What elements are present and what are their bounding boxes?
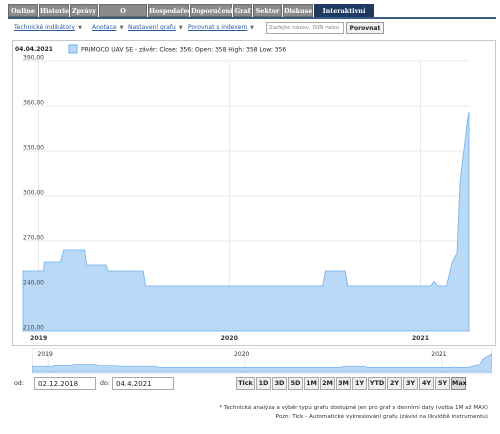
to-label: do: — [100, 380, 110, 387]
compare-search-input[interactable] — [266, 22, 344, 34]
menu-anotace[interactable]: Anotace ▼ — [92, 24, 124, 31]
navigator-tick-label: 2021 — [431, 351, 446, 358]
period-button-3m[interactable]: 3M — [336, 377, 351, 390]
price-chart[interactable]: 390,00 360,00 330,00 300,00 270,00 240,00 210,… — [13, 41, 497, 347]
x-tick-label: 2020 — [221, 335, 239, 342]
y-tick-label: 240,00 — [23, 280, 44, 287]
from-label: od: — [14, 380, 24, 387]
tab-graf[interactable]: Graf — [233, 4, 252, 17]
tab-o-spolecnosti[interactable]: O společnosti — [99, 4, 147, 28]
chart-toolbar: Technické indikátory ▼ Anotace ▼ Nastavení… — [14, 22, 494, 36]
period-button-5y[interactable]: 5Y — [435, 377, 450, 390]
menu-technicke-indikatory[interactable]: Technické indikátory ▼ — [14, 24, 82, 31]
period-button-3d[interactable]: 3D — [272, 377, 287, 390]
x-tick-label: 2019 — [30, 335, 47, 342]
footnote-tick: Pozn: Tick - Automatické vykreslování gr… — [275, 414, 488, 420]
period-button-1y[interactable]: 1Y — [352, 377, 367, 390]
chevron-down-icon: ▼ — [78, 25, 82, 31]
tab-historie[interactable]: Historie — [39, 4, 69, 17]
date-from-input[interactable] — [34, 377, 96, 390]
period-button-1m[interactable]: 1M — [304, 377, 319, 390]
compare-button[interactable]: Porovnat — [346, 22, 384, 34]
chart-panel: 390,00 360,00 330,00 300,00 270,00 240,00 210,… — [12, 40, 496, 346]
navigator-tick-label: 2020 — [234, 351, 249, 358]
period-button-2m[interactable]: 2M — [320, 377, 335, 390]
tab-interaktivni-graf[interactable]: Interaktivní graf — [314, 4, 374, 28]
x-tick-label: 2021 — [412, 335, 429, 342]
chevron-down-icon: ▼ — [250, 25, 255, 31]
period-button-3y[interactable]: 3Y — [403, 377, 418, 390]
y-tick-label: 270,00 — [23, 235, 44, 242]
tab-hospodareni[interactable]: Hospodaření — [148, 4, 195, 17]
chart-date-label: 04.04.2021 — [15, 46, 53, 53]
chevron-down-icon: ▼ — [119, 25, 124, 31]
footnote-analysis: * Technická analýza a výběr typu grafu d… — [219, 405, 488, 411]
tab-zpravy[interactable]: Zprávy — [70, 4, 98, 17]
period-button-ytd[interactable]: YTD — [368, 377, 386, 390]
price-series-area — [22, 111, 470, 332]
tab-doporuceni[interactable]: Doporučení — [190, 4, 233, 17]
price-area — [22, 111, 470, 332]
legend-swatch — [68, 44, 78, 54]
y-tick-label: 330,00 — [23, 145, 44, 152]
y-tick-label: 210,00 — [23, 325, 44, 332]
date-to-input[interactable] — [112, 377, 174, 390]
period-button-max[interactable]: Max — [451, 377, 467, 390]
tab-diskuse[interactable]: Diskuse — [283, 4, 313, 17]
tab-bar: Online Historie Zprávy O společnosti Hos… — [8, 4, 496, 28]
tab-online[interactable]: Online — [8, 4, 38, 17]
menu-porovnat-s-indexem[interactable]: Porovnat s indexem ▼ — [188, 24, 255, 31]
y-tick-label: 360,00 — [23, 100, 44, 107]
navigator-area: 2019 2020 2021 — [32, 348, 492, 374]
navigator-series-area — [32, 353, 492, 373]
y-tick-label: 390,00 — [23, 55, 44, 62]
period-button-tick[interactable]: Tick — [236, 377, 255, 390]
period-button-2y[interactable]: 2Y — [387, 377, 402, 390]
tab-sektor[interactable]: Sektor — [253, 4, 282, 17]
chart-axes: 390,00 360,00 330,00 300,00 270,00 240,00 210,… — [23, 55, 429, 343]
y-tick-label: 300,00 — [23, 190, 44, 197]
menu-nastaveni-grafu[interactable]: Nastavení grafu ▼ — [128, 24, 183, 31]
period-button-4y[interactable]: 4Y — [419, 377, 434, 390]
period-button-1d[interactable]: 1D — [256, 377, 271, 390]
navigator-tick-label: 2019 — [38, 351, 53, 358]
period-button-5d[interactable]: 5D — [288, 377, 303, 390]
chart-legend-text: PRIMOCO UAV SE - závěr: Close: 356; Open… — [81, 47, 286, 54]
range-navigator[interactable]: 2019 2020 2021 — [32, 348, 492, 374]
chevron-down-icon: ▼ — [178, 25, 183, 31]
